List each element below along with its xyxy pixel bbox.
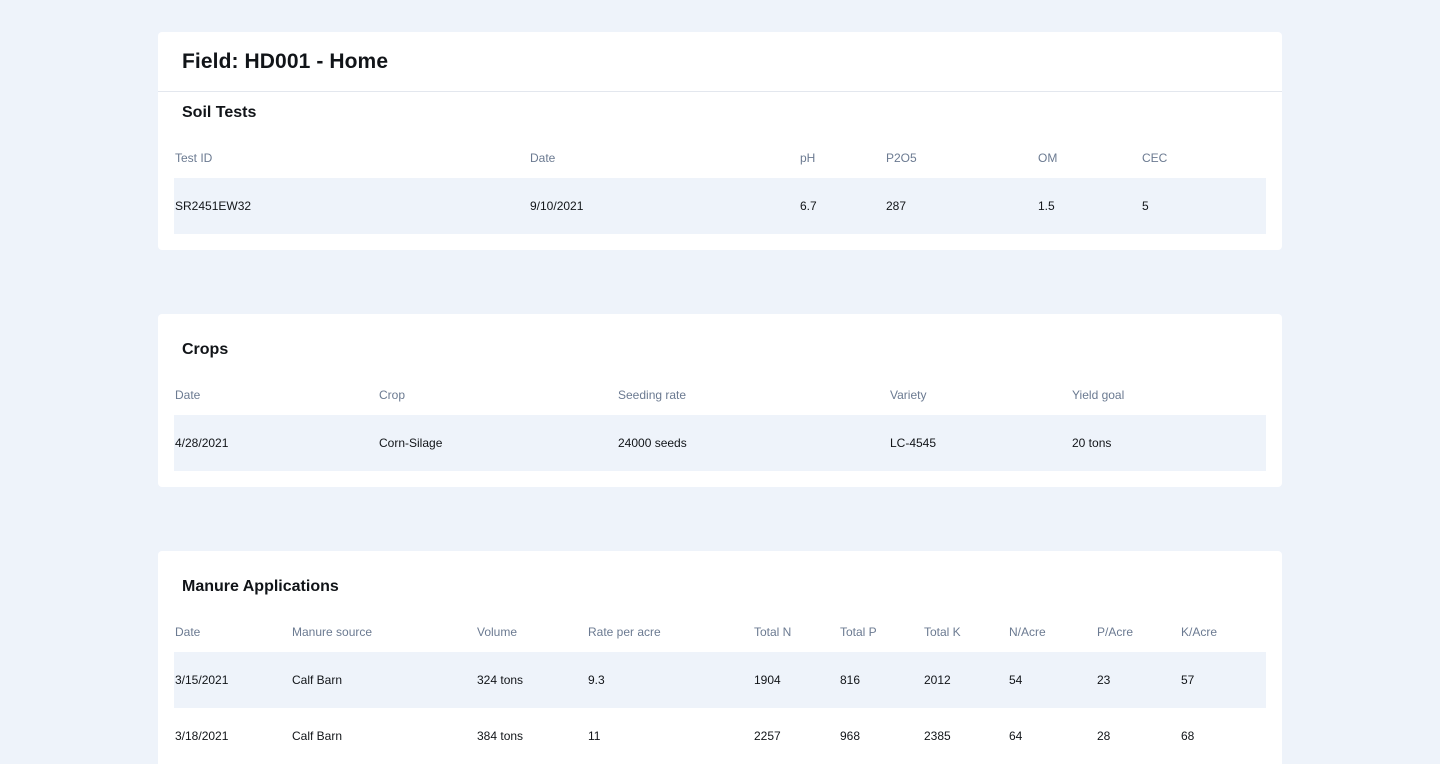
soil-tests-card: Field: HD001 - Home Soil Tests Test ID D… xyxy=(158,32,1282,250)
cell-yield-goal: 20 tons xyxy=(1071,415,1266,471)
cell-rate-per-acre: 9.3 xyxy=(587,652,753,708)
column-header-total-p[interactable]: Total P xyxy=(840,625,877,639)
crops-header-row: Date Crop Seeding rate Variety Yield goa… xyxy=(174,375,1266,415)
table-row[interactable]: 3/15/2021 Calf Barn 324 tons 9.3 1904 81… xyxy=(174,652,1266,708)
cell-n-per-acre: 54 xyxy=(1008,652,1096,708)
cell-n-per-acre: 64 xyxy=(1008,708,1096,764)
column-header-manure-source[interactable]: Manure source xyxy=(292,625,373,639)
column-header-yield-goal[interactable]: Yield goal xyxy=(1072,388,1125,402)
table-row[interactable]: SR2451EW32 9/10/2021 6.7 287 1.5 5 xyxy=(174,178,1266,234)
column-header-seeding-rate[interactable]: Seeding rate xyxy=(618,388,687,402)
cell-seeding-rate: 24000 seeds xyxy=(617,415,889,471)
column-header-p2o5[interactable]: P2O5 xyxy=(886,151,917,165)
soil-tests-header-row: Test ID Date pH P2O5 OM CEC xyxy=(174,138,1266,178)
column-header-volume[interactable]: Volume xyxy=(477,625,518,639)
column-header-total-n[interactable]: Total N xyxy=(754,625,792,639)
cell-variety: LC-4545 xyxy=(889,415,1071,471)
cell-total-k: 2385 xyxy=(923,708,1008,764)
column-header-total-k[interactable]: Total K xyxy=(924,625,961,639)
crops-title: Crops xyxy=(182,341,229,358)
cell-date: 9/10/2021 xyxy=(529,178,799,234)
cell-cec: 5 xyxy=(1141,178,1266,234)
cell-date: 3/15/2021 xyxy=(174,652,291,708)
cell-date: 3/18/2021 xyxy=(174,708,291,764)
window-corner-right xyxy=(1430,754,1440,764)
cell-test-id: SR2451EW32 xyxy=(174,178,529,234)
soil-tests-title: Soil Tests xyxy=(182,104,257,121)
column-header-date[interactable]: Date xyxy=(175,388,201,402)
page-header: Field: HD001 - Home xyxy=(158,32,1282,92)
column-header-crop[interactable]: Crop xyxy=(379,388,406,402)
column-header-cec[interactable]: CEC xyxy=(1142,151,1168,165)
soil-tests-table: Test ID Date pH P2O5 OM CEC SR2451EW32 9… xyxy=(174,138,1266,234)
manure-header-row: Date Manure source Volume Rate per acre … xyxy=(174,612,1266,652)
column-header-date[interactable]: Date xyxy=(175,625,201,639)
table-row[interactable]: 4/28/2021 Corn-Silage 24000 seeds LC-454… xyxy=(174,415,1266,471)
cell-p-per-acre: 28 xyxy=(1096,708,1180,764)
cell-manure-source: Calf Barn xyxy=(291,708,476,764)
column-header-rate-per-acre[interactable]: Rate per acre xyxy=(588,625,661,639)
table-row[interactable]: 3/18/2021 Calf Barn 384 tons 11 2257 968… xyxy=(174,708,1266,764)
column-header-date[interactable]: Date xyxy=(530,151,556,165)
cell-total-p: 816 xyxy=(839,652,923,708)
column-header-n-per-acre[interactable]: N/Acre xyxy=(1009,625,1046,639)
column-header-variety[interactable]: Variety xyxy=(890,388,927,402)
cell-date: 4/28/2021 xyxy=(174,415,378,471)
cell-total-p: 968 xyxy=(839,708,923,764)
crops-table: Date Crop Seeding rate Variety Yield goa… xyxy=(174,375,1266,471)
column-header-ph[interactable]: pH xyxy=(800,151,816,165)
cell-total-n: 1904 xyxy=(753,652,839,708)
manure-applications-card: Manure Applications Date Manure source V… xyxy=(158,551,1282,764)
column-header-p-per-acre[interactable]: P/Acre xyxy=(1097,625,1134,639)
cell-manure-source: Calf Barn xyxy=(291,652,476,708)
column-header-test-id[interactable]: Test ID xyxy=(175,151,213,165)
column-header-k-per-acre[interactable]: K/Acre xyxy=(1181,625,1218,639)
cell-om: 1.5 xyxy=(1037,178,1141,234)
cell-total-n: 2257 xyxy=(753,708,839,764)
cell-k-per-acre: 57 xyxy=(1180,652,1266,708)
column-header-om[interactable]: OM xyxy=(1038,151,1058,165)
cell-crop: Corn-Silage xyxy=(378,415,617,471)
cell-volume: 324 tons xyxy=(476,652,587,708)
cell-k-per-acre: 68 xyxy=(1180,708,1266,764)
cell-rate-per-acre: 11 xyxy=(587,708,753,764)
cell-volume: 384 tons xyxy=(476,708,587,764)
manure-applications-title: Manure Applications xyxy=(182,578,339,595)
cell-ph: 6.7 xyxy=(799,178,885,234)
cell-p-per-acre: 23 xyxy=(1096,652,1180,708)
page-title: Field: HD001 - Home xyxy=(182,49,389,73)
manure-applications-table: Date Manure source Volume Rate per acre … xyxy=(174,612,1266,764)
cell-total-k: 2012 xyxy=(923,652,1008,708)
cell-p2o5: 287 xyxy=(885,178,1037,234)
crops-card: Crops Date Crop Seeding rate Variety Yie… xyxy=(158,314,1282,487)
window-corner-left xyxy=(0,754,10,764)
